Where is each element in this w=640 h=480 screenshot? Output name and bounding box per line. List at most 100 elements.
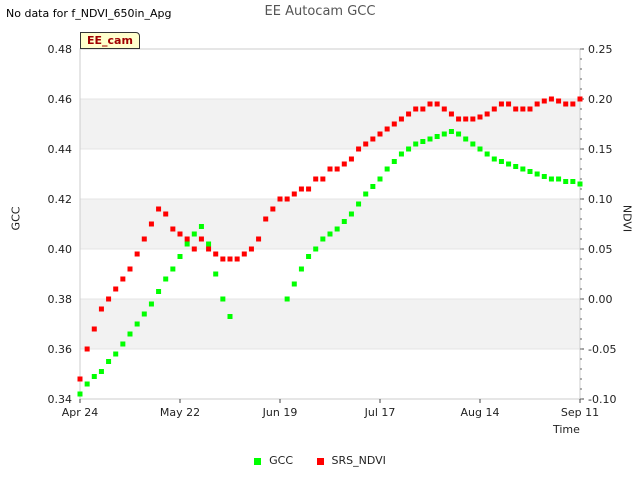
ndvi-point	[270, 206, 276, 212]
shaded-band	[80, 199, 580, 249]
shaded-band	[80, 299, 580, 349]
ndvi-point	[241, 251, 247, 257]
gcc-point	[298, 266, 304, 272]
ndvi-point	[98, 306, 104, 312]
no-data-notice: No data for f_NDVI_650in_Apg	[6, 7, 172, 20]
gcc-point	[406, 146, 412, 152]
y2-tick-label: 0.20	[588, 93, 613, 106]
gcc-point	[498, 159, 504, 164]
y2-tick-label: 0.15	[588, 143, 613, 156]
y-axis-label-right: NDVI	[620, 204, 634, 233]
ndvi-point	[377, 131, 383, 137]
gcc-point	[377, 176, 383, 182]
gcc-point	[441, 131, 447, 137]
ndvi-point	[363, 141, 369, 147]
gcc-point	[420, 139, 426, 144]
ndvi-point	[277, 196, 283, 202]
gcc-point	[284, 296, 290, 302]
gcc-point	[413, 141, 419, 147]
x-tick-label: Apr 24	[62, 406, 99, 419]
gcc-point	[506, 161, 512, 167]
gcc-point	[320, 236, 326, 242]
ndvi-point	[506, 101, 512, 107]
y2-tick-label: 0.00	[588, 293, 613, 306]
ndvi-point	[263, 216, 269, 222]
gcc-point	[313, 246, 319, 252]
gcc-point	[398, 151, 404, 157]
ndvi-point	[448, 111, 454, 117]
gcc-point	[577, 181, 583, 187]
y-tick-label-left: 0.48	[48, 43, 73, 56]
y2-tick-label: 0.25	[588, 43, 613, 56]
x-tick-label: May 22	[160, 406, 200, 419]
gcc-point	[184, 241, 190, 247]
ndvi-point	[77, 376, 83, 382]
ndvi-point	[463, 116, 469, 122]
ndvi-point	[548, 96, 554, 102]
y-tick-label-left: 0.40	[48, 243, 73, 256]
ndvi-point	[220, 256, 226, 262]
ndvi-point	[484, 111, 490, 117]
grid-lines	[80, 48, 580, 400]
ndvi-point	[156, 206, 162, 212]
gcc-point	[206, 241, 212, 247]
gcc-point	[513, 164, 519, 169]
gcc-point	[570, 179, 576, 184]
y-tick-label-left: 0.46	[48, 93, 73, 106]
ndvi-point	[91, 326, 97, 332]
ndvi-point	[434, 101, 440, 107]
site-tag-badge: EE_cam	[80, 32, 140, 49]
y-axis-label-left: GCC	[9, 206, 23, 231]
ndvi-point	[213, 251, 219, 257]
gcc-point	[491, 156, 497, 162]
ndvi-point	[291, 191, 297, 197]
ndvi-point	[334, 166, 340, 172]
ndvi-point	[106, 296, 112, 302]
gcc-point	[370, 184, 376, 189]
ndvi-point	[148, 221, 154, 227]
gcc-point	[527, 169, 533, 174]
gcc-point	[334, 226, 340, 232]
plot-frame	[79, 48, 581, 400]
gcc-point	[141, 311, 147, 317]
gcc-point	[341, 219, 347, 224]
gcc-point	[427, 136, 433, 142]
shaded-bands	[80, 99, 580, 349]
ndvi-point	[306, 186, 312, 192]
gcc-point	[477, 146, 483, 152]
ndvi-point	[541, 98, 547, 104]
y-tick-label-left: 0.44	[48, 143, 73, 156]
ndvi-point	[513, 106, 519, 112]
gcc-point	[534, 171, 540, 177]
ndvi-point	[127, 266, 133, 272]
gcc-point	[556, 176, 562, 182]
x-axis: Apr 24 May 22 Jun 19 Jul 17 Aug 14 Sep 11	[62, 399, 599, 419]
gcc-point	[213, 271, 219, 277]
legend-item-gcc[interactable]: GCC	[254, 454, 293, 467]
y2-tick-label: 0.10	[588, 193, 613, 206]
gcc-point	[163, 276, 169, 282]
x-tick-label: Aug 14	[461, 406, 500, 419]
gcc-point	[170, 266, 176, 272]
x-tick-label: Sep 11	[561, 406, 599, 419]
ndvi-point	[234, 256, 240, 262]
ndvi-point	[406, 111, 412, 117]
ndvi-point	[198, 236, 204, 242]
ndvi-point	[227, 256, 233, 262]
legend-item-ndvi[interactable]: SRS_NDVI	[316, 454, 386, 467]
ndvi-point	[520, 106, 526, 112]
x-tick-label: Jun 19	[262, 406, 298, 419]
gcc-point	[84, 381, 90, 387]
x-axis-label: Time	[553, 423, 580, 436]
ndvi-point	[527, 106, 533, 112]
right-axis: -0.10 -0.05 0.00 0.05 0.10 0.15 0.20 0.25	[580, 43, 616, 406]
ndvi-point	[248, 246, 254, 252]
gcc-point	[91, 374, 97, 379]
gcc-point	[541, 174, 547, 179]
y2-tick-label: 0.05	[588, 243, 613, 256]
chart-title: EE Autocam GCC	[264, 4, 376, 19]
y-tick-label-left: 0.36	[48, 343, 73, 356]
gcc-point	[148, 301, 154, 307]
ndvi-point	[256, 236, 262, 242]
